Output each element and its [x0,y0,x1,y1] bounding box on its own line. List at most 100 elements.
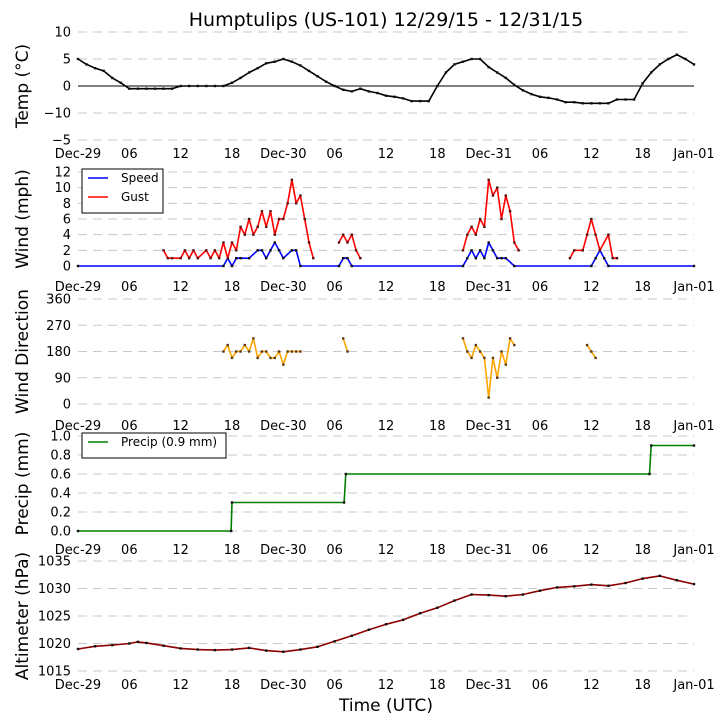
data-point [496,376,499,379]
y-tick-label: −10 [44,107,71,122]
data-point [692,264,696,268]
panel-direction: 0 90 180 270 360 Wind Direction Dec-29 06 12 18 De… [13,289,715,434]
data-point [188,256,191,260]
data-point [196,256,199,260]
data-point [316,75,319,78]
data-point [179,256,182,260]
x-tick-label: 06 [326,419,343,434]
y-tick-label: 1035 [38,555,71,570]
data-point [504,256,507,260]
data-point [170,87,174,90]
legend-box [81,168,164,214]
y-tick-label: 1030 [38,582,71,597]
x-tick-label: 12 [378,543,395,558]
data-point [393,95,396,98]
y-tick-label: 180 [46,345,71,360]
data-point [205,84,208,88]
data-point [265,256,268,260]
data-point [624,581,627,585]
x-tick-label: 06 [121,543,138,558]
data-point [76,264,80,268]
data-point [247,350,251,353]
data-point [162,87,165,90]
data-point [213,249,217,252]
data-point [213,648,217,652]
data-point [269,356,272,360]
data-point [466,256,469,260]
data-point [483,256,486,260]
data-point [290,350,294,353]
data-point [344,472,347,476]
data-point [273,241,276,244]
x-tick-label: Dec-31 [465,280,511,295]
x-tick-label: Jan-01 [672,147,714,162]
data-point [350,264,353,268]
x-tick-label: 06 [532,543,549,558]
x-tick-label: 06 [532,678,549,693]
data-point [119,81,122,84]
data-point [594,233,597,236]
x-tick-label: 18 [224,678,241,693]
data-point [136,640,140,644]
data-point [162,644,165,647]
data-point [350,90,353,93]
data-point [222,241,225,244]
data-point [333,640,336,643]
data-point [667,57,670,61]
y-tick-label: 0.0 [50,525,71,540]
data-point [573,585,576,588]
data-point [496,186,499,189]
data-point [607,264,610,268]
x-tick-label: 18 [429,678,446,693]
data-point [269,249,272,252]
data-point [581,249,584,252]
data-point [273,60,276,63]
x-tick-label: 18 [224,147,241,162]
data-point [658,63,661,66]
data-point [478,57,482,61]
y-tick-label: 360 [46,293,71,308]
x-tick-label: 18 [224,543,241,558]
data-point [235,350,238,353]
data-point [290,178,294,182]
y-axis-label: Altimeter (hPa) [13,552,33,680]
data-point [243,233,247,236]
data-point [230,648,234,651]
y-axis-label: Precip (mm) [13,432,33,536]
data-point [282,650,285,653]
data-point [590,217,593,221]
data-point [692,444,696,447]
chart-title: Humptulips (US-101) 12/29/15 - 12/31/15 [189,9,584,31]
x-tick-label: 12 [378,147,395,162]
data-point [487,65,490,69]
data-point [444,71,448,74]
y-tick-label: −5 [52,134,71,149]
x-tick-label: 12 [378,280,395,295]
data-point [222,84,225,88]
data-point [286,202,289,205]
data-point [470,225,473,229]
y-axis-label: Temp (°C) [13,44,33,129]
series-line-precip-0-9-mm- [78,444,694,532]
data-point [213,84,217,88]
data-point [102,69,105,73]
data-point [128,642,131,645]
data-point [585,233,589,236]
x-tick-label: 06 [326,678,343,693]
x-tick-label: 06 [532,147,549,162]
data-point [517,249,520,252]
data-point [632,98,636,101]
x-axis-label: Time (UTC) [338,696,433,716]
data-point [230,356,234,360]
x-tick-label: Dec-29 [55,147,101,162]
data-point [581,102,584,105]
series-line-direction [342,338,349,352]
data-point [354,249,358,252]
data-point [376,91,379,95]
data-point [470,356,473,360]
data-point [504,595,507,598]
legend-label: Precip (0.9 mm) [121,435,217,449]
data-point [401,618,405,622]
x-tick-label: 18 [429,543,446,558]
x-tick-label: 18 [634,147,651,162]
